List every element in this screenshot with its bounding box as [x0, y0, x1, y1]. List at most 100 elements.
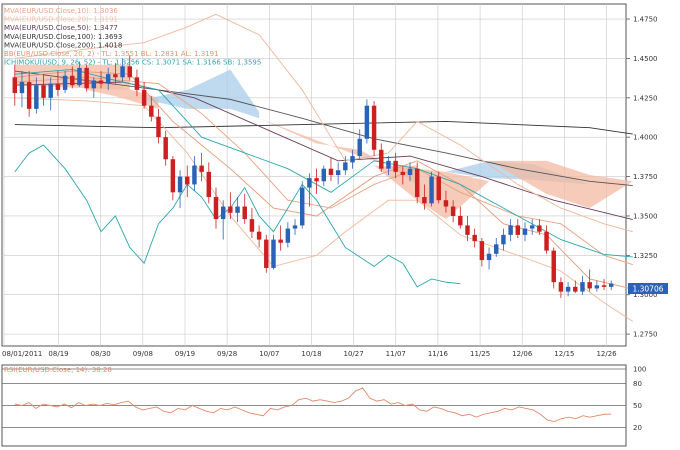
candle-body — [350, 156, 355, 163]
candle — [350, 149, 355, 169]
candle — [77, 61, 82, 87]
date-tick-label: 12/15 — [554, 350, 574, 358]
candle — [558, 277, 564, 298]
candle — [134, 69, 140, 97]
candle — [422, 184, 427, 210]
candle — [472, 228, 477, 248]
candle-body — [429, 176, 434, 204]
candle-body — [472, 234, 477, 242]
candle — [515, 219, 521, 239]
date-tick-label: 09/19 — [175, 350, 195, 358]
candle-body — [558, 282, 564, 292]
candle-body — [608, 283, 614, 287]
candle-body — [400, 171, 406, 175]
candle — [206, 162, 212, 204]
candle — [235, 197, 240, 223]
candle-body — [565, 286, 571, 292]
candle-body — [113, 74, 118, 78]
candle — [26, 71, 32, 117]
candle-body — [55, 83, 61, 90]
date-tick-label: 08/19 — [48, 350, 68, 358]
candle-body — [213, 197, 219, 220]
date-tick-label: 10/18 — [301, 350, 321, 358]
candle — [580, 275, 585, 295]
candle — [278, 225, 283, 251]
candle-body — [587, 282, 592, 289]
candle-body — [371, 105, 377, 150]
candle — [62, 71, 68, 94]
candle-body — [127, 66, 132, 78]
candle-body — [141, 89, 147, 106]
rsi-tick-label: 80 — [633, 380, 642, 388]
date-tick-label: 11/25 — [470, 350, 490, 358]
candle-body — [163, 137, 168, 160]
candle — [601, 278, 607, 291]
candle — [565, 282, 571, 297]
candle — [55, 71, 61, 97]
indicator-line — [14, 76, 633, 266]
candle-body — [314, 178, 319, 182]
price-tick-label: 1.3250 — [633, 252, 658, 260]
candle-body — [357, 138, 362, 157]
cloud-segment — [144, 69, 260, 119]
rsi-legend: RSI(EUR/USD.Close, 14): 38.28 — [4, 366, 112, 374]
candle — [429, 171, 434, 207]
candle — [34, 77, 39, 114]
candle — [393, 152, 398, 179]
candle-body — [12, 77, 18, 94]
candle-body — [206, 171, 212, 198]
candle — [587, 269, 592, 292]
candle — [486, 247, 492, 270]
candle-body — [537, 225, 542, 232]
price-tick-label: 1.4500 — [633, 55, 658, 63]
rsi-tick-label: 100 — [633, 366, 646, 374]
candle — [84, 64, 89, 92]
candle — [522, 222, 528, 242]
candle-body — [594, 285, 600, 289]
candle-body — [343, 162, 348, 171]
candle — [608, 280, 614, 291]
candle-body — [62, 75, 68, 90]
candle-body — [299, 187, 305, 226]
candle-body — [529, 225, 535, 229]
candle — [364, 99, 370, 144]
indicator-lines — [14, 13, 634, 322]
legend-entry: MVA(EUR/USD.Close,200): 1.4018 — [4, 41, 122, 49]
candlesticks — [12, 55, 614, 298]
date-tick-label: 09/08 — [133, 350, 153, 358]
candle-body — [249, 219, 255, 232]
candle-body — [465, 225, 470, 235]
candle-body — [48, 83, 53, 98]
candle-body — [522, 228, 528, 235]
candle-body — [386, 160, 391, 169]
candle-body — [134, 77, 140, 90]
candle — [213, 187, 219, 229]
candle-body — [156, 116, 161, 138]
cloud-segment — [489, 160, 633, 209]
rsi-path — [14, 387, 612, 423]
candle — [321, 165, 327, 187]
candle-body — [185, 176, 190, 185]
candle — [70, 66, 75, 89]
last-price-badge: 1.30706 — [628, 283, 668, 294]
candle-body — [285, 228, 291, 243]
candle — [508, 219, 513, 242]
candle — [105, 67, 111, 90]
rsi-line — [14, 387, 612, 423]
candle-body — [98, 80, 104, 84]
candle — [271, 234, 276, 270]
price-axis: 1.4750 1.4500 1.4250 1.4000 1.3750 1.3500 1.32… — [626, 16, 658, 339]
date-tick-label: 12/06 — [512, 350, 533, 358]
legend-entry: ICHIMOKU(USD, 9, 26, 52) - TL: 1.3256 CS… — [4, 59, 261, 67]
candle-body — [41, 85, 46, 98]
candle — [256, 225, 262, 248]
candle-body — [515, 225, 521, 235]
candle — [357, 129, 362, 160]
date-tick-label: 09/28 — [217, 350, 237, 358]
candle-body — [271, 239, 276, 268]
candle-body — [601, 285, 607, 287]
candle-body — [364, 105, 370, 139]
candle — [537, 219, 542, 235]
candle-body — [335, 170, 341, 175]
candle — [19, 71, 25, 108]
